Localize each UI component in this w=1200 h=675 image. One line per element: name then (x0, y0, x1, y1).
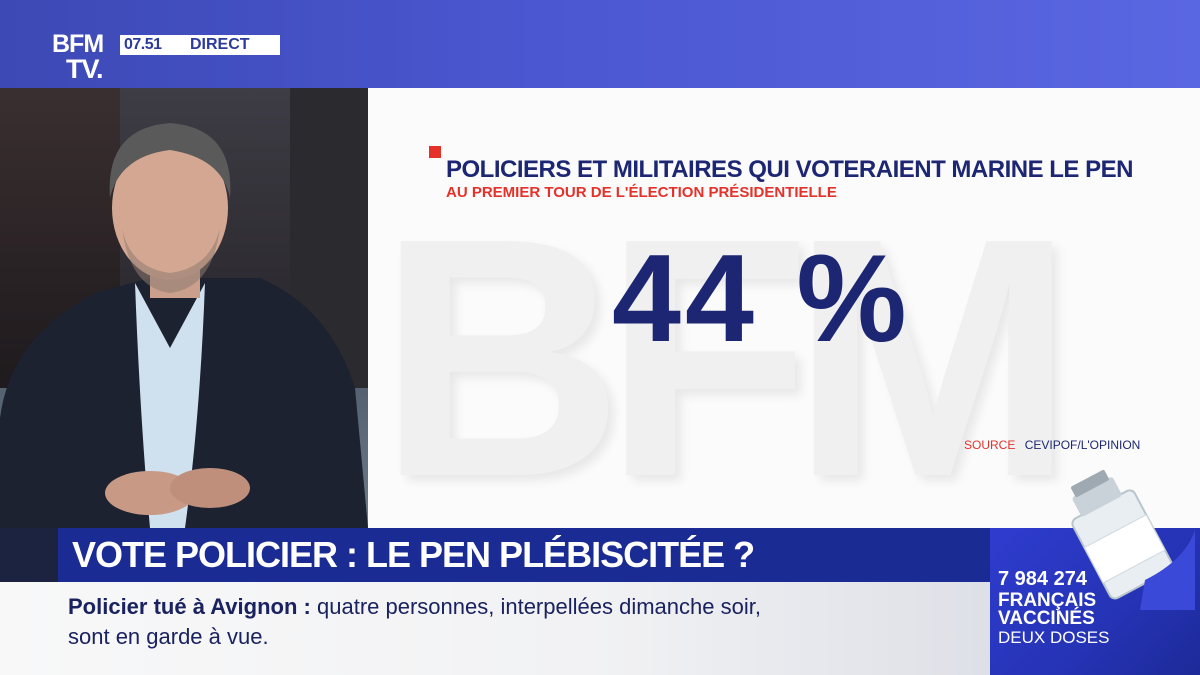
logo-text-line2: TV. (66, 54, 104, 84)
source-line: SOURCE CEVIPOF/L'OPINION (964, 438, 1140, 452)
clock-live-box: 07.51 DIRECT (120, 35, 280, 55)
vaccinated-label-2: VACCINÉS (998, 608, 1095, 629)
headline-text: VOTE POLICIER : LE PEN PLÉBISCITÉE ? (72, 534, 755, 575)
infographic-panel: BFM POLICIERS ET MILITAIRES QUI VOTERAIE… (368, 88, 1200, 528)
graphic-subtitle: AU PREMIER TOUR DE L'ÉLECTION PRÉSIDENTI… (446, 184, 837, 201)
percentage-value: 44 % (612, 230, 911, 368)
vaccinated-count: 7 984 274 (998, 568, 1087, 590)
logo-text-line1: BFM (52, 30, 104, 58)
vaccinated-label-3: DEUX DOSES (998, 628, 1110, 647)
ticker-line-1: Policier tué à Avignon : quatre personne… (68, 594, 761, 620)
live-label: DIRECT (190, 36, 250, 53)
vaccine-vial-icon (1071, 470, 1195, 610)
ticker-topic: Policier tué à Avignon (68, 594, 298, 619)
vaccinated-label-1: FRANÇAIS (998, 590, 1097, 611)
source-label: SOURCE (964, 438, 1016, 452)
source-value: CEVIPOF/L'OPINION (1024, 438, 1141, 452)
ticker-line-2: sont en garde à vue. (68, 624, 269, 649)
bfm-watermark: BFM (378, 168, 1074, 528)
headline-band: VOTE POLICIER : LE PEN PLÉBISCITÉE ? (58, 528, 990, 582)
presenter-image (0, 123, 368, 528)
bfmtv-logo: BFM TV. (52, 30, 116, 84)
studio-video (0, 88, 368, 528)
red-square-marker (429, 146, 441, 158)
news-ticker: Policier tué à Avignon : quatre personne… (0, 582, 990, 675)
ticker-separator: : (303, 594, 311, 619)
graphic-title: POLICIERS ET MILITAIRES QUI VOTERAIENT M… (446, 156, 1133, 183)
ticker-text-1: quatre personnes, interpellées dimanche … (317, 594, 761, 619)
clock-time: 07.51 (124, 36, 162, 53)
